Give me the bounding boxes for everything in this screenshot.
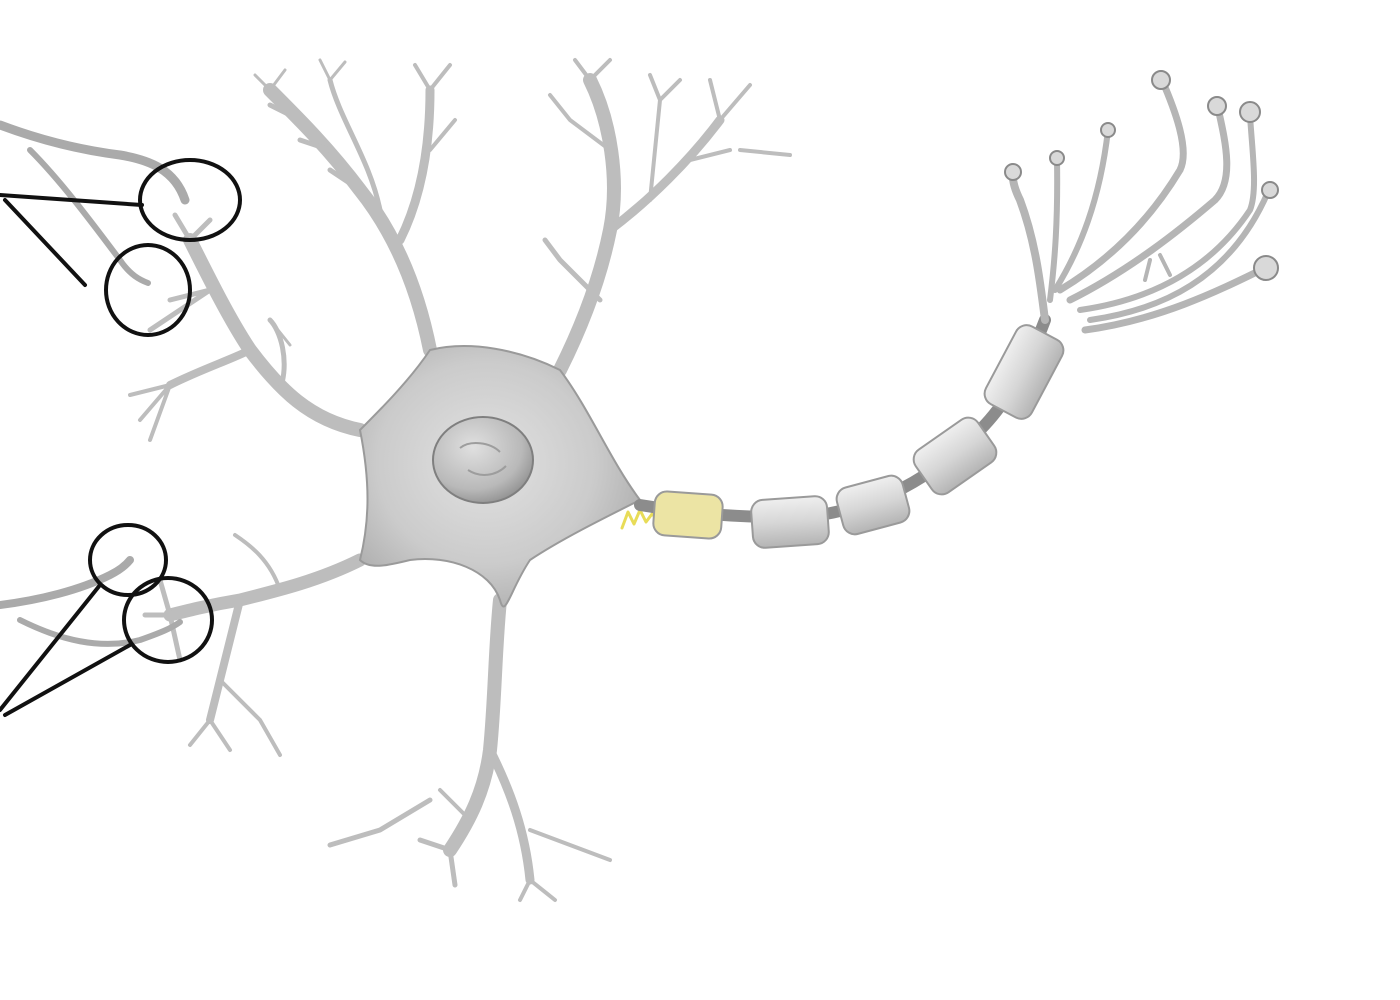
terminal-bouton xyxy=(1239,101,1261,123)
myelin-segment xyxy=(912,416,998,496)
incoming-axon-lower xyxy=(0,556,134,609)
dendrite-top-left xyxy=(253,58,457,357)
terminal-bouton xyxy=(1100,122,1116,138)
myelin-segment xyxy=(983,324,1065,420)
callout-leader-line xyxy=(0,193,144,207)
terminal-bouton xyxy=(1261,181,1279,199)
dendrite-top-right xyxy=(542,58,792,377)
axon-terminals xyxy=(1004,70,1279,334)
terminal-bouton xyxy=(1049,150,1065,166)
myelin-sheath xyxy=(652,324,1065,549)
callout-leader-line xyxy=(0,583,102,712)
myelin-segment xyxy=(652,490,724,540)
terminal-bouton xyxy=(1253,255,1279,281)
synapse-callouts xyxy=(0,158,242,717)
terminal-bouton xyxy=(1207,96,1227,116)
terminal-bouton xyxy=(1151,70,1171,90)
callout-leader-line xyxy=(3,198,87,287)
myelin-segment xyxy=(835,474,911,536)
terminal-bouton xyxy=(1004,163,1022,181)
callout-circle xyxy=(122,576,214,664)
dendrite-bottom xyxy=(327,593,612,902)
myelin-segment xyxy=(750,495,830,549)
axon xyxy=(634,314,1051,523)
dendrite-lower-left xyxy=(142,533,367,757)
callout-circle xyxy=(104,243,192,337)
dendrites xyxy=(128,58,792,902)
dendrite-upper-left xyxy=(128,212,367,442)
callout-leader-line xyxy=(3,643,132,717)
callout-circle xyxy=(88,523,168,597)
callout-circle xyxy=(138,158,242,242)
incoming-axon-upper xyxy=(0,120,190,205)
nucleus xyxy=(432,416,534,504)
